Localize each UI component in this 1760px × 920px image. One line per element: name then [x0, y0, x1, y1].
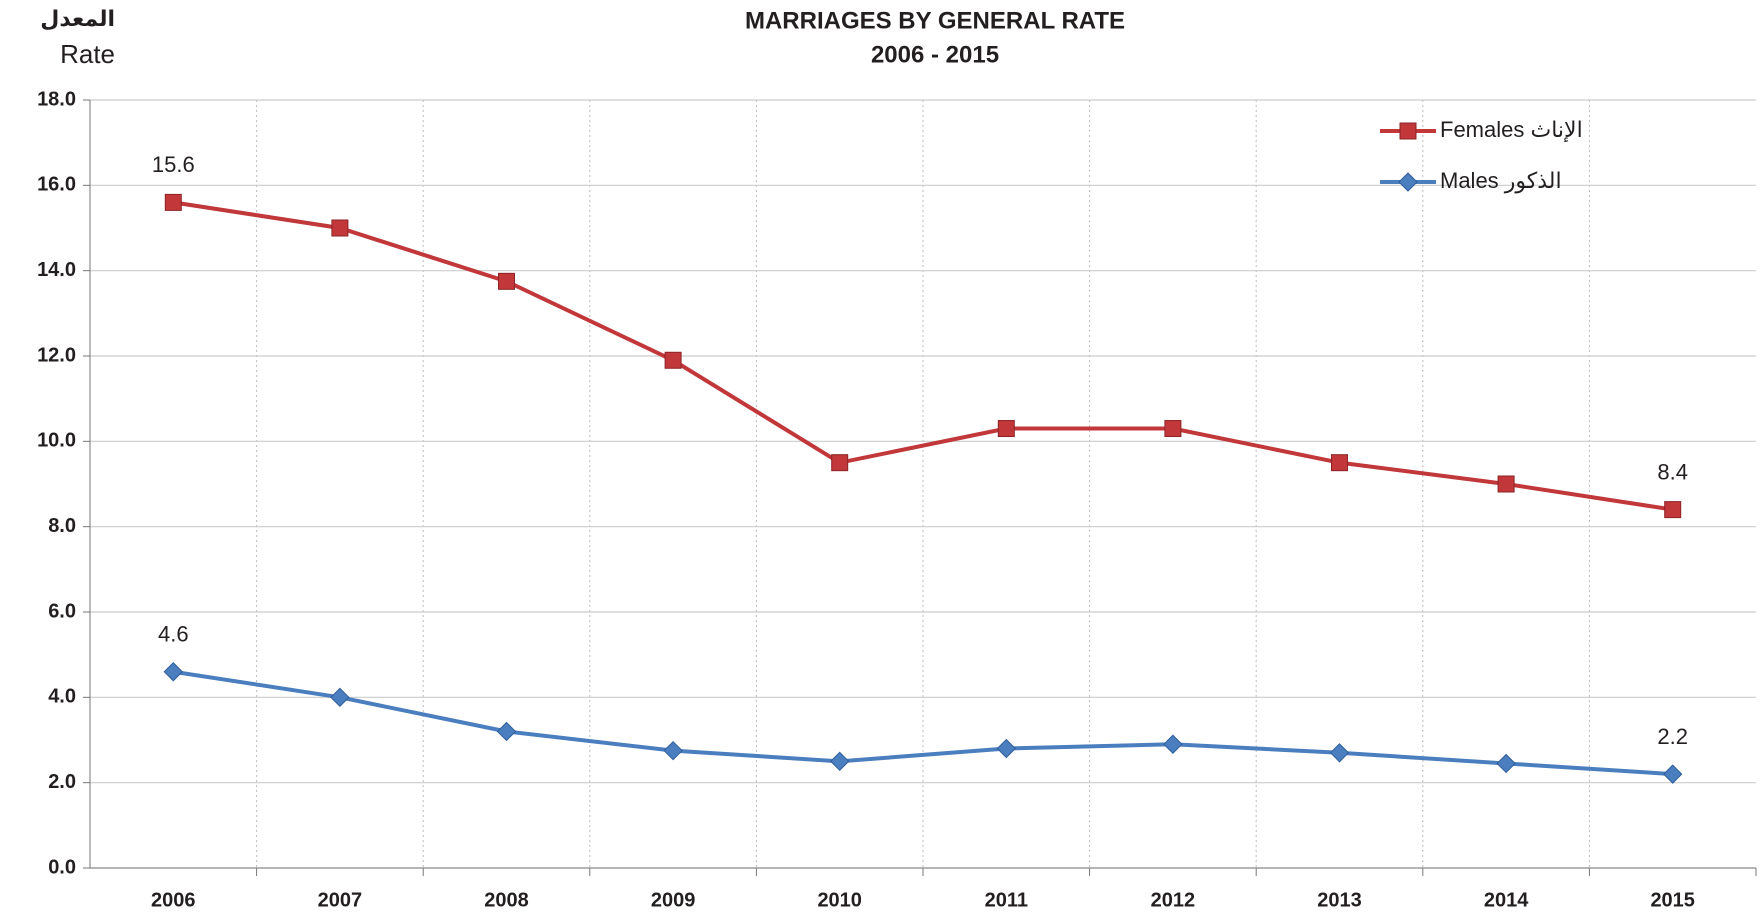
- y-tick-label: 6.0: [48, 600, 76, 622]
- marker: [1497, 475, 1515, 493]
- x-tick-label: 2010: [817, 889, 862, 911]
- y-axis-label: Rate: [60, 39, 115, 69]
- y-tick-label: 14.0: [37, 259, 76, 281]
- x-tick-label: 2012: [1151, 889, 1196, 911]
- marker: [496, 721, 517, 742]
- series-line: [172, 200, 1674, 512]
- chart-subtitle: 2006 - 2015: [871, 41, 999, 68]
- marker: [1664, 501, 1682, 519]
- x-tick-label: 2011: [985, 889, 1028, 911]
- data-label: 8.4: [1657, 459, 1688, 484]
- y-tick-label: 16.0: [37, 174, 76, 196]
- y-tick-label: 18.0: [37, 88, 76, 110]
- x-tick-label: 2015: [1650, 889, 1695, 911]
- marker: [996, 738, 1017, 759]
- y-tick-label: 8.0: [48, 515, 76, 537]
- marker: [1163, 734, 1183, 754]
- marker: [1496, 753, 1516, 774]
- marker: [831, 454, 849, 472]
- marker: [1329, 743, 1350, 763]
- marker: [1399, 122, 1417, 140]
- marker: [164, 193, 182, 211]
- marker: [1662, 764, 1683, 784]
- x-tick-label: 2009: [651, 889, 696, 911]
- y-tick-label: 0.0: [48, 856, 76, 878]
- marker: [498, 272, 515, 290]
- x-tick-label: 2006: [151, 889, 196, 911]
- marker: [664, 351, 682, 369]
- marker: [330, 687, 350, 708]
- data-label: 4.6: [158, 622, 189, 647]
- marker: [163, 662, 184, 682]
- marker: [997, 420, 1015, 438]
- marker: [1398, 172, 1418, 192]
- data-label: 15.6: [152, 152, 195, 177]
- x-tick-label: 2013: [1317, 889, 1362, 911]
- x-tick-label: 2007: [318, 889, 363, 911]
- series-line: [172, 669, 1673, 777]
- y-axis-label-ar: المعدل: [40, 6, 115, 31]
- marker: [1164, 420, 1182, 438]
- y-tick-label: 10.0: [37, 430, 76, 452]
- x-tick-label: 2008: [484, 889, 529, 911]
- x-tick-label: 2014: [1484, 889, 1529, 911]
- legend-label: Males الذكور: [1440, 168, 1562, 193]
- y-tick-label: 4.0: [48, 686, 76, 708]
- data-label: 2.2: [1657, 724, 1688, 749]
- marker: [829, 751, 850, 772]
- marker: [331, 219, 349, 237]
- y-tick-label: 12.0: [37, 344, 76, 366]
- y-tick-label: 2.0: [48, 771, 76, 793]
- marker: [1331, 454, 1348, 472]
- legend-label: Females الإناث: [1440, 117, 1583, 142]
- marker: [663, 740, 683, 761]
- chart-title: MARRIAGES BY GENERAL RATE: [745, 7, 1125, 34]
